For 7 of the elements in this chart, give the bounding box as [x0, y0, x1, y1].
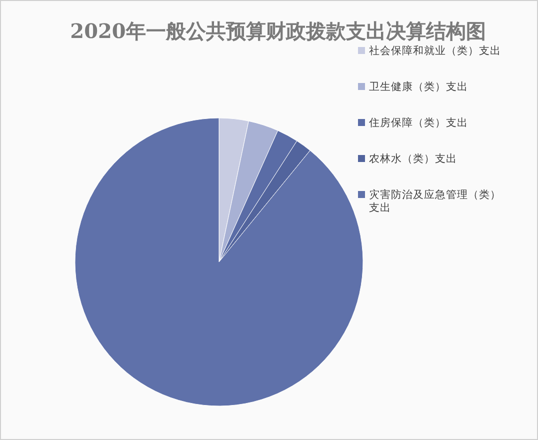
pie-slice	[74, 118, 364, 406]
legend-label: 卫生健康（类）支出	[369, 80, 468, 93]
legend-label: 社会保障和就业（类）支出	[369, 44, 501, 57]
legend-label: 灾害防治及应急管理（类）支出	[369, 188, 501, 214]
chart-title: 2020年一般公共预算财政拨款支出决算结构图	[70, 19, 486, 43]
legend-label: 农林水（类）支出	[369, 152, 457, 165]
legend-label: 住房保障（类）支出	[369, 116, 468, 129]
